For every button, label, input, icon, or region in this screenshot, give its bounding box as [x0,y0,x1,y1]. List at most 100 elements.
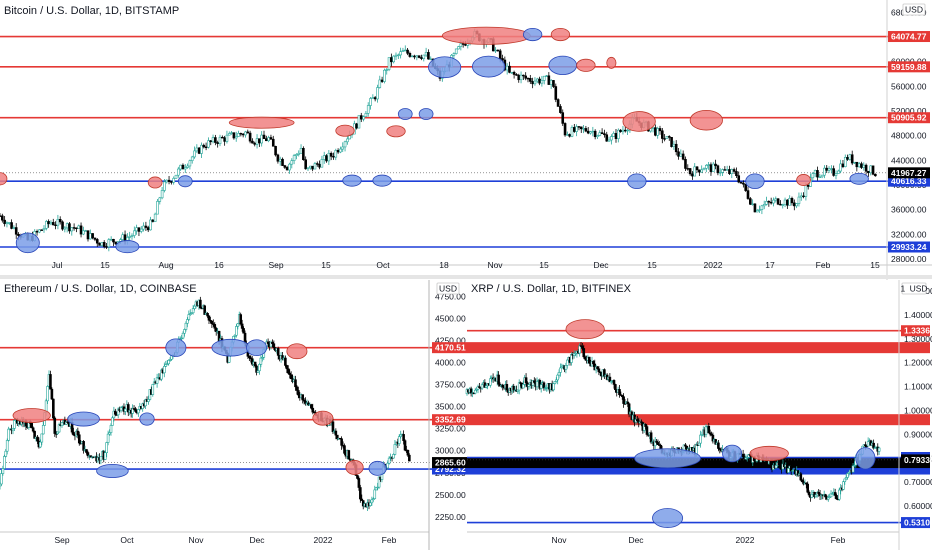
xrp-y-axis[interactable]: 0.600000.700000.800000.900001.000001.100… [904,286,932,511]
xrp-pane[interactable]: 0.600000.700000.800000.900001.000001.100… [465,280,932,550]
btc-candle-body [146,227,150,231]
eth-candle-body [131,408,134,414]
eth-y-tick-label: 3500.00 [435,402,466,412]
btc-candle-body [283,165,287,168]
btc-candle-body [253,142,257,145]
xrp-level-price-text: 1.33360 [904,326,932,336]
btc-candle-body [397,54,400,57]
btc-y-axis[interactable]: 28000.0032000.0036000.0040000.0044000.00… [891,7,927,264]
eth-level-price-tag [432,342,930,354]
eth-y-axis[interactable]: 2250.002500.002750.003000.003250.003500.… [435,292,466,522]
xrp-y-tick-label: 1.00000 [904,405,932,415]
btc-candle-body [86,230,90,240]
btc-y-tick-label: 36000.00 [891,205,927,215]
btc-candle-body [864,164,868,172]
eth-candle-body [167,360,170,365]
eth-support-marker [96,463,129,478]
btc-candle-body [190,156,194,161]
btc-candle-body [498,50,502,59]
btc-candle-body [758,209,761,211]
btc-candle-body [744,183,747,191]
btc-level-price-text: 29933.24 [891,242,927,252]
btc-candle-body [579,126,583,130]
btc-candle-body [427,52,430,60]
btc-candle-body [693,166,697,177]
pane-divider[interactable] [0,275,932,279]
btc-candle-body [1,215,4,221]
eth-candles [0,296,411,512]
btc-y-tick-label: 44000.00 [891,155,927,165]
btc-x-axis[interactable]: Jul 15 Aug 16 Sep 15 Oct 18 Nov 15 Dec 15 2022 17 Feb 1… [52,260,880,270]
xrp-x-axis[interactable]: Nov Dec 2022 Feb [551,535,845,545]
xrp-candle-body [851,465,855,473]
btc-candle-body [12,227,16,229]
btc-candle-body [663,138,666,140]
btc-candle-body [390,57,393,63]
btc-candle-body [593,130,597,138]
eth-candle-body [377,476,381,488]
eth-candle-body [295,386,299,391]
btc-candle-body [850,154,854,164]
btc-candle-body [501,58,504,61]
btc-candle-body [114,241,118,245]
btc-candle-body [725,169,729,171]
btc-candle-body [837,170,840,174]
xrp-candle-body [512,385,516,391]
eth-candle-body [191,308,195,314]
btc-candle-body [709,164,713,172]
btc-candle-body [320,159,324,168]
btc-x-tick-label: 16 [214,260,224,270]
btc-candle-body [112,238,115,243]
btc-candle-body [271,138,275,147]
eth-support-marker [165,338,187,357]
btc-candle-body [218,136,222,144]
xrp-candle-body [778,464,782,469]
btc-resistance-marker [550,27,571,42]
eth-pane[interactable]: 2250.002500.002750.003000.003250.003500.… [0,280,930,550]
eth-x-axis[interactable]: Sep Oct Nov Dec 2022 Feb [54,535,396,545]
btc-candle-body [343,141,347,148]
xrp-candle-body [799,473,803,481]
xrp-candle-body [704,426,708,435]
eth-candle-body [40,433,44,443]
eth-candle-body [86,452,90,457]
btc-candle-body [183,167,187,170]
xrp-support-marker [855,447,876,470]
eth-candle-body [103,452,107,460]
eth-x-tick-label: Feb [382,535,397,545]
xrp-currency-badge[interactable] [901,282,927,295]
eth-y-tick-label: 4750.00 [435,292,466,302]
eth-candle-body [403,440,407,451]
btc-candle-body [711,163,715,172]
eth-candle-body [168,359,172,361]
btc-pane[interactable]: 28000.0032000.0036000.0040000.0044000.00… [0,0,932,280]
eth-candle-body [284,357,287,366]
btc-candle-body [49,222,53,225]
btc-candle-body [804,184,808,197]
btc-candle-body [672,143,676,147]
btc-candle-body [545,75,548,77]
eth-candle-body [259,357,263,365]
eth-candle-body [206,313,209,317]
eth-currency-badge[interactable] [436,282,460,295]
eth-candle-body [144,399,147,407]
btc-x-tick-label: 15 [647,260,657,270]
btc-resistance-marker [386,125,406,138]
btc-candle-body [621,129,625,132]
eth-candle-body [50,388,54,400]
btc-candle-body [207,140,210,148]
eth-candle-body [242,328,245,334]
btc-candle-body [860,163,863,168]
btc-level-price-text: 50905.92 [891,113,927,123]
btc-candle-body [327,152,331,162]
eth-candle-body [307,402,310,406]
btc-candle-body [552,80,555,87]
btc-resistance-marker [228,116,295,129]
xrp-candle-body [618,389,621,396]
btc-candle-body [670,137,673,147]
btc-candle-body [281,158,284,166]
btc-candle-body [265,138,268,142]
btc-support-marker [522,27,543,42]
eth-candle-body [33,430,36,439]
btc-currency-badge[interactable] [902,3,926,16]
